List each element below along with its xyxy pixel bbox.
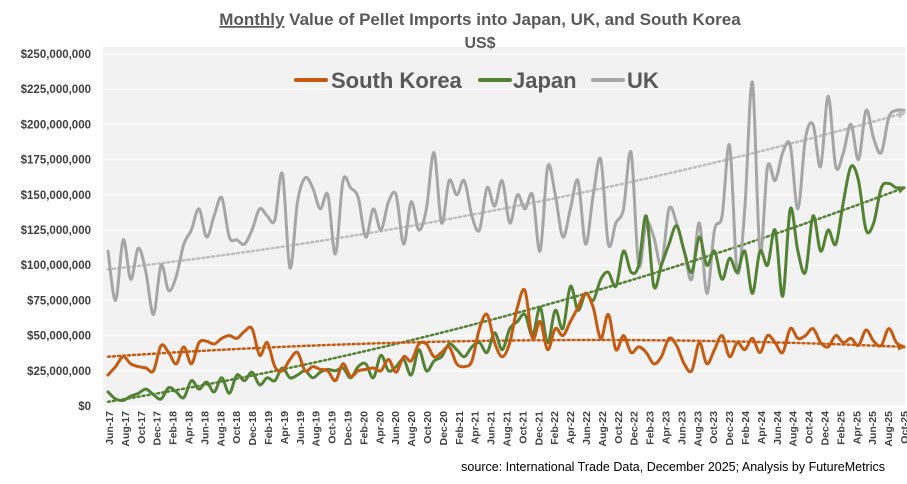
gridlines <box>103 53 905 407</box>
x-tick-label: Dec-23 <box>724 411 736 446</box>
x-tick-label: Dec-22 <box>629 411 641 446</box>
x-tick-label: Apr-25 <box>851 411 863 444</box>
x-tick-label: Aug-17 <box>120 411 132 447</box>
x-tick-label: Jun-23 <box>676 411 688 445</box>
x-tick-label: Jun-18 <box>199 411 211 445</box>
x-tick-label: Jun-19 <box>295 411 307 445</box>
x-tick-label: Apr-20 <box>374 411 386 444</box>
legend-item-uk: UK <box>591 68 659 93</box>
chart-title: Monthly Value of Pellet Imports into Jap… <box>219 10 741 29</box>
legend: South Korea Japan UK <box>294 68 659 93</box>
x-tick-label: Oct-23 <box>708 411 720 444</box>
x-tick-label: Dec-17 <box>152 411 164 446</box>
x-tick-label: Oct-17 <box>136 411 148 444</box>
x-tick-label: Feb-22 <box>549 411 561 445</box>
legend-item-japan: Japan <box>478 68 577 93</box>
legend-label-uk: UK <box>627 68 659 93</box>
x-tick-label: Jun-20 <box>390 411 402 445</box>
x-tick-label: Apr-18 <box>184 411 196 444</box>
x-tick-label: Jun-21 <box>486 411 498 445</box>
y-tick-label: $100,000,000 <box>21 260 91 272</box>
y-tick-label: $0 <box>78 401 91 413</box>
x-tick-label: Dec-19 <box>343 411 355 446</box>
x-tick-label: Apr-23 <box>661 411 673 444</box>
x-tick-label: Oct-19 <box>327 411 339 444</box>
x-tick-label: Feb-19 <box>263 411 275 445</box>
y-tick-label: $250,000,000 <box>21 49 91 61</box>
x-tick-label: Jun-25 <box>867 411 879 445</box>
plot-area <box>103 47 905 407</box>
trendline-south-korea <box>106 338 906 358</box>
y-tick-label: $75,000,000 <box>27 295 91 307</box>
x-tick-label: Feb-21 <box>454 411 466 445</box>
series-line-japan <box>106 164 906 403</box>
x-tick-label: Feb-24 <box>740 411 752 445</box>
x-axis-ticks: Jun-17 Aug-17 Oct-17 Dec-17 Feb-18 Apr-18 Jun-… <box>104 411 907 447</box>
x-tick-label: Dec-24 <box>820 411 832 446</box>
legend-label-south-korea: South Korea <box>331 68 463 93</box>
x-tick-label: Feb-25 <box>835 411 847 445</box>
x-tick-label: Jun-24 <box>772 411 784 445</box>
series-line-uk <box>106 80 906 317</box>
legend-label-japan: Japan <box>513 68 577 93</box>
y-tick-label: $175,000,000 <box>21 155 91 167</box>
legend-item-south-korea: South Korea <box>294 68 463 93</box>
y-tick-label: $50,000,000 <box>27 331 91 343</box>
x-tick-label: Oct-21 <box>517 411 529 444</box>
x-tick-label: Dec-21 <box>533 411 545 446</box>
series-lines <box>106 80 906 403</box>
x-tick-label: Jun-22 <box>581 411 593 445</box>
x-tick-label: Aug-23 <box>692 411 704 447</box>
x-tick-label: Aug-18 <box>215 411 227 447</box>
x-tick-label: Feb-20 <box>358 411 370 445</box>
y-tick-label: $200,000,000 <box>21 119 91 131</box>
x-tick-label: Oct-24 <box>804 411 816 444</box>
chart-subtitle: US$ <box>464 35 495 52</box>
x-tick-label: Dec-18 <box>247 411 259 446</box>
chart-title-underlined: Monthly <box>219 10 285 29</box>
x-tick-label: Aug-19 <box>311 411 323 447</box>
x-tick-label: Apr-22 <box>565 411 577 444</box>
series-line-south-korea <box>106 287 906 383</box>
x-tick-label: Oct-20 <box>422 411 434 444</box>
x-tick-label: Feb-18 <box>168 411 180 445</box>
x-tick-label: Feb-23 <box>645 411 657 445</box>
x-tick-label: Oct-25 <box>899 411 907 444</box>
x-tick-label: Apr-19 <box>279 411 291 444</box>
y-tick-label: $25,000,000 <box>27 366 91 378</box>
x-tick-label: Aug-24 <box>788 411 800 447</box>
x-tick-label: Aug-20 <box>406 411 418 447</box>
y-tick-label: $150,000,000 <box>21 190 91 202</box>
x-tick-label: Oct-22 <box>613 411 625 444</box>
y-axis-ticks: $0 $25,000,000 $50,000,000 $75,000,000 $100,… <box>21 49 91 413</box>
y-tick-label: $225,000,000 <box>21 84 91 96</box>
x-tick-label: Oct-18 <box>231 411 243 444</box>
chart-title-rest: Value of Pellet Imports into Japan, UK, … <box>284 10 741 29</box>
x-tick-label: Aug-21 <box>502 411 514 447</box>
x-tick-label: Apr-21 <box>470 411 482 444</box>
x-tick-label: Dec-20 <box>438 411 450 446</box>
y-tick-label: $125,000,000 <box>21 225 91 237</box>
x-tick-label: Apr-24 <box>756 411 768 444</box>
x-tick-label: Jun-17 <box>104 411 116 445</box>
x-tick-label: Aug-25 <box>883 411 895 447</box>
source-note: source: International Trade Data, Decemb… <box>461 460 885 474</box>
x-tick-label: Aug-22 <box>597 411 609 447</box>
